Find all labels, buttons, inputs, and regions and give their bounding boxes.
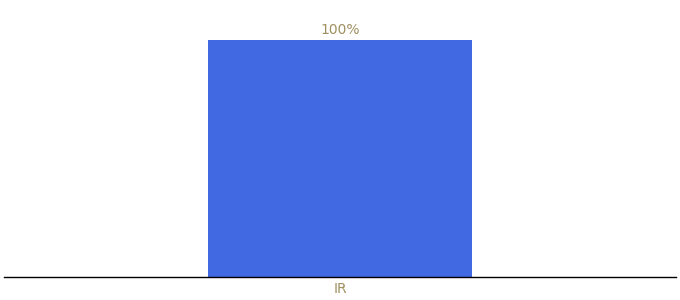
Bar — [208, 40, 472, 277]
Text: 100%: 100% — [320, 23, 360, 38]
